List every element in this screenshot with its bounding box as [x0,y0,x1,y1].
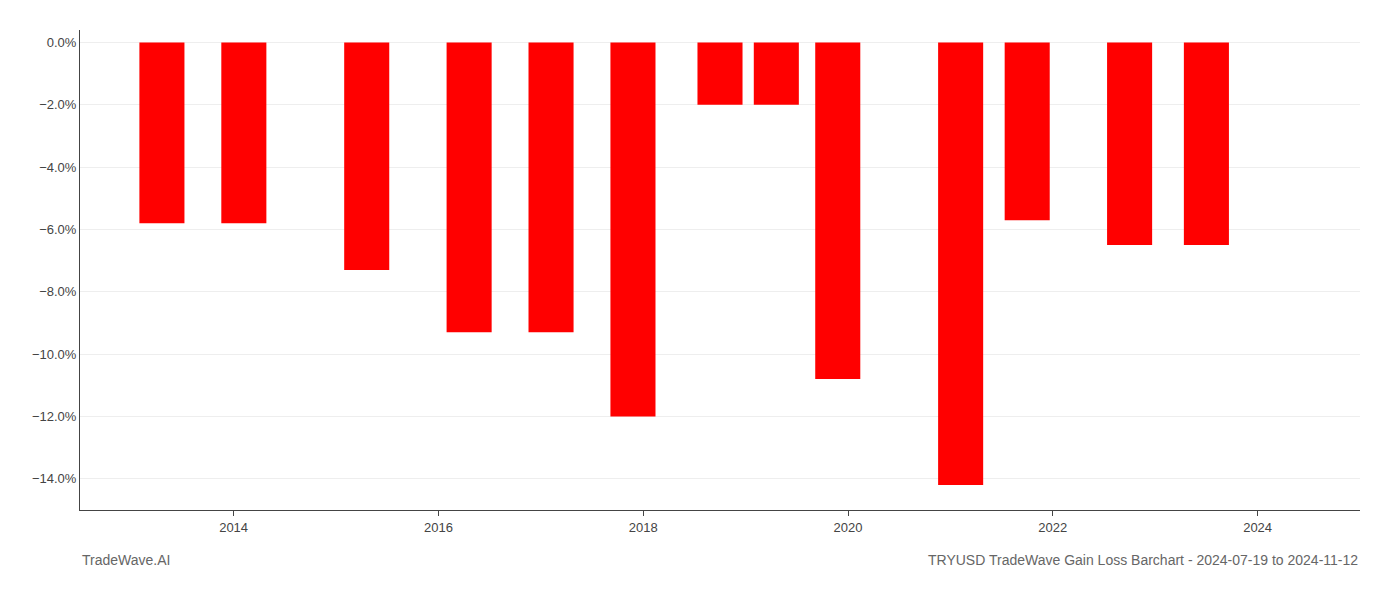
svg-text:2016: 2016 [424,520,453,535]
svg-text:2022: 2022 [1038,520,1067,535]
svg-text:2020: 2020 [834,520,863,535]
svg-text:TRYUSD TradeWave Gain Loss Bar: TRYUSD TradeWave Gain Loss Barchart - 20… [928,552,1358,568]
svg-text:TradeWave.AI: TradeWave.AI [82,552,170,568]
svg-text:−2.0%: −2.0% [39,97,77,112]
svg-text:0.0%: 0.0% [47,35,77,50]
svg-text:−12.0%: −12.0% [32,409,77,424]
svg-text:2014: 2014 [219,520,248,535]
svg-text:−10.0%: −10.0% [32,347,77,362]
svg-text:−6.0%: −6.0% [39,222,77,237]
svg-text:−8.0%: −8.0% [39,284,77,299]
svg-text:2018: 2018 [629,520,658,535]
svg-text:2024: 2024 [1243,520,1272,535]
svg-text:−4.0%: −4.0% [39,160,77,175]
svg-text:−14.0%: −14.0% [32,471,77,486]
